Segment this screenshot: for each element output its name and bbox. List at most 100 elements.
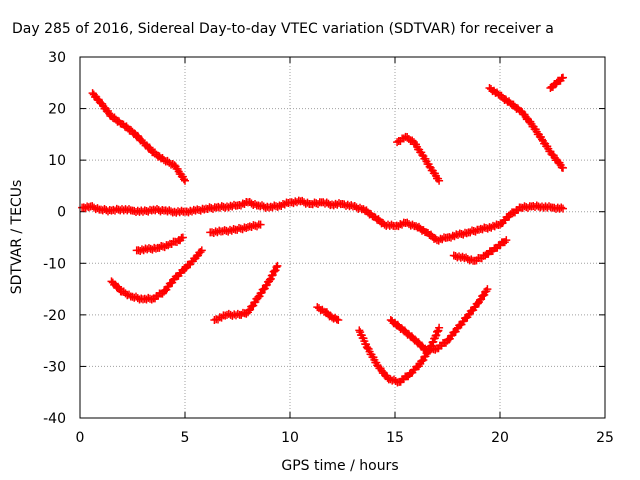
series-12 [546, 73, 567, 92]
data-trace-mark [209, 229, 218, 238]
data-trace-mark [482, 287, 491, 296]
data-trace-mark [462, 229, 471, 238]
data-trace-mark [135, 295, 144, 304]
data-trace-mark [331, 313, 340, 322]
x-tick-label: 0 [76, 430, 85, 446]
y-tick-label: 10 [48, 153, 66, 169]
data-trace-mark [291, 197, 300, 206]
data-trace-mark [119, 287, 128, 296]
x-tick-label: 20 [491, 430, 509, 446]
data-trace-mark [356, 203, 364, 212]
y-tick-label: -20 [43, 308, 66, 324]
data-trace-mark [226, 225, 234, 234]
y-tick-label: -30 [43, 359, 66, 375]
data-trace-mark [224, 227, 233, 236]
data-point [355, 326, 364, 335]
data-trace-mark [555, 204, 564, 213]
data-point [181, 176, 189, 185]
data-trace-mark [177, 233, 186, 242]
data-trace-mark [557, 74, 566, 83]
data-trace-mark [251, 199, 259, 208]
data-trace-mark [184, 208, 193, 217]
series-10 [449, 236, 511, 265]
data-trace-mark [289, 199, 298, 208]
data-trace-mark [196, 206, 205, 215]
data-trace-mark [93, 204, 102, 213]
data-trace-mark [233, 309, 242, 318]
data-trace-mark [125, 205, 133, 214]
data-trace-mark [207, 204, 216, 213]
data-trace-mark [137, 245, 146, 254]
data-trace-mark [414, 362, 423, 371]
y-tick-label: 0 [57, 205, 66, 221]
y-tick-label: -40 [43, 411, 66, 427]
data-trace-mark [335, 199, 343, 208]
data-trace-mark [162, 241, 171, 250]
data-trace-mark [186, 206, 195, 215]
data-trace-mark [408, 220, 417, 229]
x-tick-label: 5 [181, 430, 190, 446]
data-trace-mark [467, 255, 476, 264]
data-trace-mark [224, 203, 233, 212]
data-trace-mark [148, 245, 157, 254]
y-tick-label: 30 [48, 50, 66, 66]
series-4 [206, 220, 265, 238]
data-trace-mark [557, 203, 566, 212]
data-trace-mark [324, 199, 333, 208]
data-trace-mark [165, 158, 174, 167]
data-trace-mark [229, 224, 238, 233]
series-1 [88, 89, 189, 185]
chart-title: Day 285 of 2016, Sidereal Day-to-day VTE… [12, 21, 554, 37]
data-trace-mark [534, 202, 543, 211]
data-trace-mark [136, 247, 145, 256]
plot-frame [79, 56, 606, 419]
data-trace-mark [419, 226, 428, 235]
series-6 [313, 303, 343, 325]
data-layer [78, 73, 567, 387]
data-trace-mark [557, 163, 566, 172]
data-trace-mark [500, 238, 509, 247]
x-tick-label: 15 [386, 430, 404, 446]
series-9 [393, 132, 444, 185]
data-trace-mark [293, 198, 301, 207]
data-trace-mark [483, 224, 492, 233]
data-trace-mark [261, 203, 270, 212]
data-trace-mark [332, 315, 341, 324]
data-trace-mark [434, 326, 443, 335]
data-trace-mark [227, 226, 236, 235]
series-5 [210, 261, 282, 325]
data-trace-mark [217, 202, 226, 211]
y-axis-label: SDTVAR / TECUs [9, 180, 25, 295]
data-trace-mark [458, 252, 467, 261]
data-trace-mark [314, 199, 322, 208]
series-0 [78, 196, 567, 245]
data-trace-mark [135, 207, 144, 216]
data-trace-mark [303, 198, 312, 207]
data-trace-mark [391, 377, 400, 386]
series-2 [107, 246, 206, 304]
data-trace-mark [522, 203, 531, 212]
data-trace-mark [536, 132, 545, 141]
data-trace-mark [505, 212, 514, 221]
data-trace-mark [272, 263, 281, 272]
x-tick-label: 10 [281, 430, 299, 446]
data-trace-mark [228, 202, 237, 211]
y-tick-label: 20 [48, 102, 66, 118]
data-trace-mark [545, 202, 553, 211]
data-trace-mark [144, 207, 153, 216]
data-trace-mark [273, 202, 282, 211]
data-trace-mark [104, 207, 112, 216]
x-axis-label: GPS time / hours [281, 458, 398, 474]
data-trace-mark [196, 247, 205, 256]
x-tick-label: 25 [596, 430, 614, 446]
data-trace-mark [156, 207, 165, 216]
data-trace-mark [163, 156, 172, 165]
series-7 [355, 323, 444, 387]
data-trace-mark [524, 203, 532, 212]
series-11 [485, 83, 567, 172]
data-point [273, 261, 282, 270]
data-trace-mark [177, 206, 186, 215]
data-trace-mark [139, 246, 148, 255]
